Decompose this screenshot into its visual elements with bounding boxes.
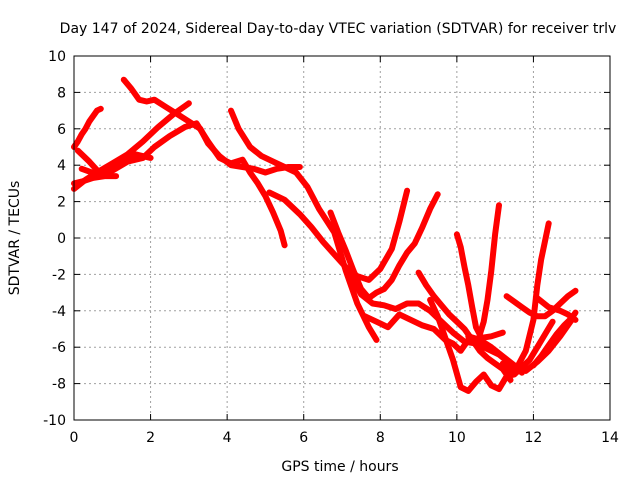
series-line-arc-1 xyxy=(71,105,104,150)
x-tick-label: 4 xyxy=(223,430,232,446)
series-line-arc-9 xyxy=(327,191,441,302)
y-axis-label: SDTVAR / TECUs xyxy=(7,181,23,296)
series-line-arc-12 xyxy=(415,269,514,383)
axis-ticks: 0 2 4 6 8 10 12 14 -10 -8 -6 -4 -2 0 2 4 6 8 10 xyxy=(43,49,619,446)
series-line-arc-6 xyxy=(120,76,303,176)
x-tick-label: 8 xyxy=(376,430,385,446)
y-tick-label: 6 xyxy=(57,122,66,138)
series-line-arc-7 xyxy=(228,107,380,343)
series-line-arc-18 xyxy=(534,295,579,323)
y-tick-label: -6 xyxy=(52,340,66,356)
y-tick-label: -2 xyxy=(52,267,66,283)
x-tick-label: 12 xyxy=(525,430,543,446)
series-line-arc-14 xyxy=(453,202,502,338)
series-line-arc-19 xyxy=(465,316,575,374)
y-tick-label: 4 xyxy=(57,158,66,174)
y-tick-label: -8 xyxy=(52,377,66,393)
series-line-arc-8 xyxy=(266,187,411,283)
x-tick-label: 14 xyxy=(601,430,619,446)
y-tick-label: 0 xyxy=(57,231,66,247)
y-tick-label: -10 xyxy=(43,413,66,429)
x-tick-label: 0 xyxy=(70,430,79,446)
x-tick-label: 10 xyxy=(448,430,466,446)
series-line-arc-16 xyxy=(503,287,579,320)
series-group xyxy=(71,76,579,394)
x-axis-label: GPS time / hours xyxy=(281,459,398,475)
x-tick-label: 2 xyxy=(146,430,155,446)
series-line-arc-3 xyxy=(71,100,192,192)
y-tick-label: 8 xyxy=(57,85,66,101)
y-tick-label: -4 xyxy=(52,304,66,320)
series-line-arc-13 xyxy=(427,296,556,394)
x-tick-label: 6 xyxy=(299,430,308,446)
y-tick-label: 10 xyxy=(48,49,66,65)
chart-title: Day 147 of 2024, Sidereal Day-to-day VTE… xyxy=(60,21,617,37)
y-tick-label: 2 xyxy=(57,195,66,211)
series-line-arc-15 xyxy=(499,220,552,374)
